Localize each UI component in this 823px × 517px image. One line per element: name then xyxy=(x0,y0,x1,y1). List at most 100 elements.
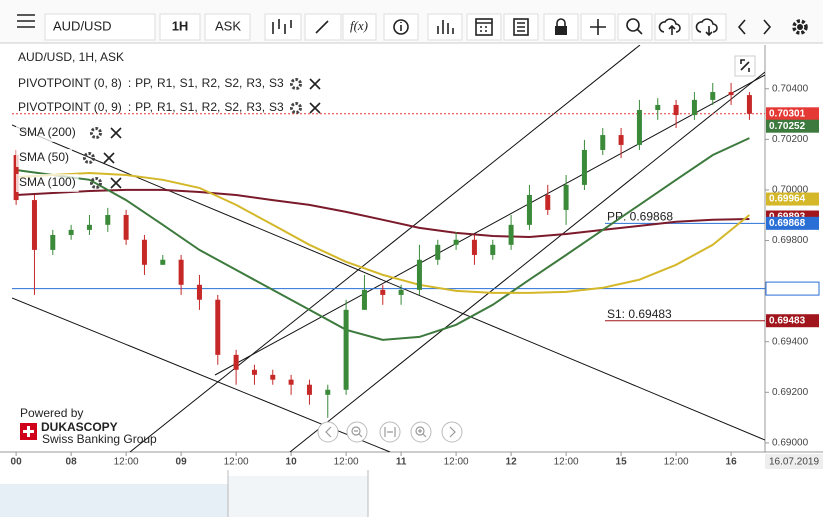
pivot-level-name: PP, xyxy=(135,76,153,90)
sma-line xyxy=(16,171,751,294)
expand-button[interactable] xyxy=(734,55,756,77)
news-button[interactable] xyxy=(503,13,539,41)
y-tick-label: 0.69800 xyxy=(772,235,809,246)
pivot-level-name: S2, xyxy=(224,100,242,114)
menu-button[interactable] xyxy=(17,14,35,28)
gear-icon[interactable] xyxy=(90,177,102,189)
candle-body xyxy=(141,239,147,265)
x-tick-label: 12:00 xyxy=(334,457,359,468)
candle-body xyxy=(306,384,312,395)
pivot-level-name: S3 xyxy=(269,76,284,90)
volume-button[interactable] xyxy=(427,13,463,41)
period: 1H xyxy=(172,18,189,33)
x-tick-label: 15 xyxy=(616,457,628,468)
close-icon[interactable] xyxy=(309,102,321,114)
nav-reset[interactable] xyxy=(379,421,401,443)
candle-body xyxy=(160,259,166,265)
x-tick-label: 10 xyxy=(286,457,298,468)
x-tick-label: 09 xyxy=(176,457,188,468)
pivot-level-name: R3, xyxy=(246,76,265,90)
download-button[interactable] xyxy=(691,13,727,41)
candle-body xyxy=(526,195,532,225)
candle-body xyxy=(178,259,184,285)
close-icon[interactable] xyxy=(309,78,321,90)
pivot-level-name: : xyxy=(128,76,131,90)
settings-button[interactable] xyxy=(792,19,808,35)
nav-left[interactable] xyxy=(317,421,339,443)
candle-body xyxy=(251,369,257,375)
nav-right[interactable] xyxy=(441,421,463,443)
trendline xyxy=(129,45,641,452)
candle-body xyxy=(508,224,514,245)
powered-by: Powered by xyxy=(20,406,83,420)
pivot-level-name: PP, xyxy=(135,100,153,114)
draw-button[interactable] xyxy=(304,13,342,41)
brand-tagline: Swiss Banking Group xyxy=(42,432,157,446)
trendline xyxy=(214,74,765,376)
side-button[interactable] xyxy=(204,13,251,41)
calendar-button[interactable] xyxy=(466,13,502,41)
close-icon[interactable] xyxy=(110,127,122,139)
close-icon[interactable] xyxy=(110,177,122,189)
chart-type-button[interactable] xyxy=(264,13,302,41)
candle-body xyxy=(233,354,239,370)
price-box-label: 0.69610 xyxy=(769,283,806,294)
gear-icon[interactable] xyxy=(290,102,302,114)
x-tick-label: 12:00 xyxy=(224,457,249,468)
navigator-history xyxy=(0,484,228,517)
price-box-label: 0.69483 xyxy=(769,315,806,326)
current-date: 16.07.2019 xyxy=(769,457,819,468)
brand-name: DUKASCOPY xyxy=(41,420,118,434)
info-button[interactable] xyxy=(383,13,419,41)
legend-icons xyxy=(83,78,321,189)
plot-area xyxy=(12,45,765,452)
symbol-select[interactable] xyxy=(44,13,156,41)
candle-body xyxy=(490,244,496,255)
candle-body xyxy=(288,379,294,385)
pivot-level-name: S1, xyxy=(180,100,198,114)
legend-label: SMA (200) xyxy=(19,125,76,139)
gear-icon[interactable] xyxy=(90,127,102,139)
x-tick-label: 16 xyxy=(726,457,738,468)
nav-zoom-in[interactable] xyxy=(410,421,432,443)
crosshair-button[interactable] xyxy=(580,13,616,41)
gear-icon[interactable] xyxy=(290,78,302,90)
candle-body xyxy=(398,289,404,295)
prev-button[interactable] xyxy=(737,19,746,35)
price-box xyxy=(765,281,820,296)
trendline xyxy=(12,124,765,441)
price-box-label: 0.70252 xyxy=(769,121,806,132)
y-tick-label: 0.69200 xyxy=(772,387,809,398)
chart-title: AUD/USD, 1H, ASK xyxy=(18,50,124,64)
close-icon[interactable] xyxy=(103,152,115,164)
candle-body xyxy=(471,239,477,255)
candle-body xyxy=(728,92,734,96)
candle-body xyxy=(618,135,624,145)
indicator-button[interactable] xyxy=(342,13,377,41)
candle-body xyxy=(636,110,642,145)
period-button[interactable] xyxy=(159,13,201,41)
candle-body xyxy=(343,309,349,390)
candle-body xyxy=(270,374,276,380)
logo-cross xyxy=(23,426,34,437)
gear-icon[interactable] xyxy=(83,152,95,164)
candle-body xyxy=(31,200,37,250)
upload-button[interactable] xyxy=(654,13,690,41)
y-tick-label: 0.70400 xyxy=(772,83,809,94)
lock-button[interactable] xyxy=(543,13,579,41)
candle-body xyxy=(655,104,661,111)
candle-body xyxy=(746,95,752,114)
x-tick-label: 00 xyxy=(11,457,23,468)
pivot-name: PIVOTPOINT (0, 9) xyxy=(18,100,122,114)
nav-zoom-out[interactable] xyxy=(346,421,368,443)
x-tick-label: 12 xyxy=(506,457,518,468)
current-date-box xyxy=(765,454,823,469)
navigator-window[interactable] xyxy=(228,476,368,517)
next-button[interactable] xyxy=(763,19,772,35)
nav-buttons xyxy=(317,421,463,443)
price-box xyxy=(766,107,819,121)
candle-body xyxy=(215,299,221,355)
zoom-button[interactable] xyxy=(617,13,653,41)
y-tick-label: 0.70000 xyxy=(772,185,809,196)
